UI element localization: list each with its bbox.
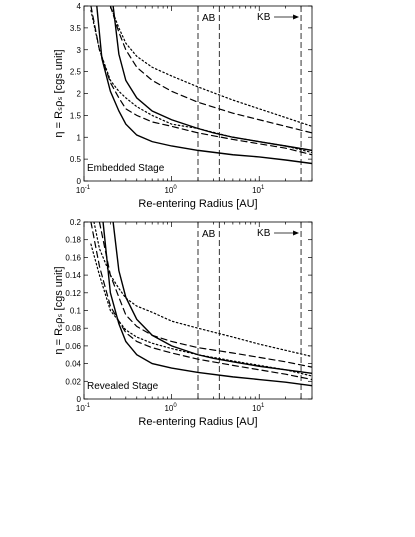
chart2-ytick-label: 0.14 [65, 271, 81, 280]
chart2-ab-label: AB [202, 229, 216, 240]
chart1-ytick-label: 3.5 [70, 24, 82, 33]
chart1-kb-label: KB [257, 12, 271, 23]
chart2-ytick-label: 0.06 [65, 342, 81, 351]
chart1-series-dashed-3 [109, 6, 312, 134]
chart1-ytick-label: 0.5 [70, 155, 82, 164]
chart2-ytick-label: 0.2 [70, 218, 82, 227]
chart2-series-dotted-6 [90, 243, 312, 377]
chart2-ylabel: η = Rₛρₛ [cgs unit] [53, 266, 65, 354]
chart1-ytick-label: 4 [77, 2, 82, 11]
chart2-series-dashed-4 [90, 222, 312, 381]
chart2-xtick-label: 101 [252, 403, 265, 413]
chart1-ytick-label: 2.5 [70, 68, 82, 77]
chart1-ab-label: AB [202, 13, 216, 24]
chart1-xtick-label: 10-1 [76, 185, 91, 195]
chart2-ytick-label: 0.04 [65, 360, 81, 369]
chart2-series-dashed-3 [98, 222, 312, 368]
chart1-series-dotted-5 [109, 6, 312, 127]
chart1-plot: 0 0.5 1 1.5 2 2.5 3 3.5 4 10-1 100 101 AB KB Embedded … [53, 2, 313, 210]
chart1-xtick-label: 101 [252, 185, 265, 195]
chart2-kb-label: KB [257, 228, 271, 239]
chart2-ytick-label: 0.16 [65, 253, 81, 262]
chart2-stage-label: Revealed Stage [87, 381, 159, 392]
chart1-ylabel: η = Rₛρₛ [cgs unit] [53, 49, 65, 137]
chart1-stage-label: Embedded Stage [87, 163, 165, 174]
chart2-plot: 0 0.02 0.04 0.06 0.08 0.1 0.12 0.14 0.16 0.18 0.2 1… [53, 218, 313, 428]
chart2-xtick-label: 100 [164, 403, 177, 413]
chart1-ytick-label: 2 [77, 90, 82, 99]
chart1-ytick-label: 1 [77, 133, 82, 142]
chart1-series-dotted-6 [90, 9, 312, 154]
chart1-series-solid-1 [112, 6, 312, 152]
chart2-ytick-label: 0.18 [65, 236, 81, 245]
chart1-xtick-label: 100 [164, 185, 177, 195]
chart2-series-solid-1 [112, 222, 312, 375]
chart1-series-dashed-4 [90, 6, 312, 156]
chart1-series-solid-2 [96, 6, 312, 165]
chart2-ytick-label: 0.02 [65, 377, 81, 386]
chart2-ytick-label: 0 [77, 395, 82, 404]
chart2-xtick-label: 10-1 [76, 403, 91, 413]
chart1-ytick-label: 1.5 [70, 111, 82, 120]
chart1-ytick-label: 3 [77, 46, 82, 55]
chart1-ytick-label: 0 [77, 177, 82, 186]
chart1-xlabel: Re-entering Radius [AU] [138, 198, 257, 210]
chart2-series-dotted-5 [93, 222, 312, 358]
chart2-ytick-label: 0.12 [65, 289, 81, 298]
chart1-kb-arrow-head [293, 14, 300, 20]
chart2-kb-arrow-head [293, 230, 300, 236]
chart2-ytick-label: 0.1 [70, 307, 82, 316]
chart2-xlabel: Re-entering Radius [AU] [138, 416, 257, 428]
chart2-ytick-label: 0.08 [65, 324, 81, 333]
